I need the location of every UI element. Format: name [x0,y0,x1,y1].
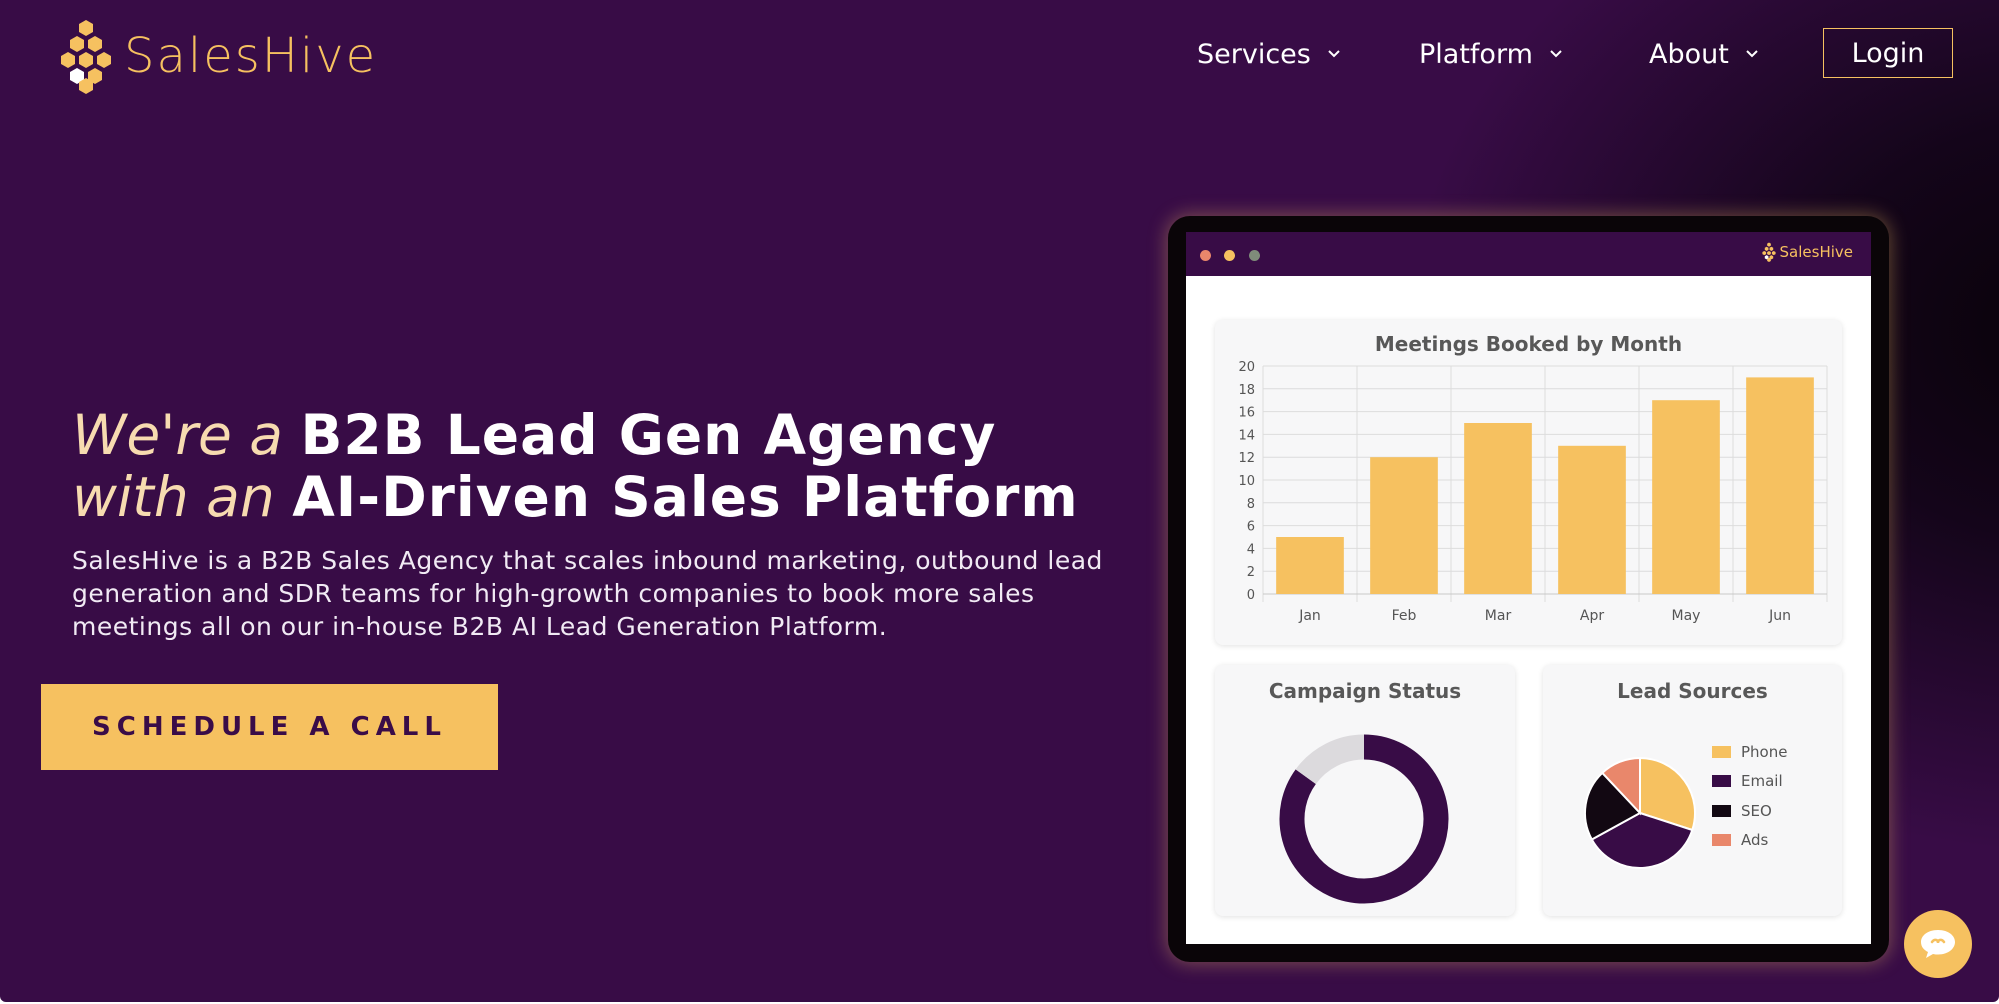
legend-label: Email [1741,772,1783,791]
chevron-down-icon [1328,50,1340,58]
login-button[interactable]: Login [1823,28,1953,78]
y-tick-label: 2 [1247,565,1255,580]
y-tick-label: 16 [1238,406,1255,421]
bar-jun [1746,377,1814,594]
window-dot-yellow [1224,250,1235,261]
legend-item-ads: Ads [1712,826,1787,856]
schedule-call-button[interactable]: SCHEDULE A CALL [41,684,498,770]
dashboard-logo: SalesHive [1761,242,1853,262]
nav-about[interactable]: About [1649,30,1759,78]
bar-apr [1558,445,1626,594]
y-tick-label: 14 [1238,428,1255,443]
pie-slice-ads [1600,756,1641,816]
x-tick-label: Jan [1298,608,1321,624]
meetings-chart-card: Meetings Booked by Month 0 2 4 6 8 10 12 14 16 18… [1215,320,1842,645]
nav-about-label: About [1649,38,1729,70]
headline-line-2-bold: AI-Driven Sales Platform [292,465,1079,529]
bar-may [1652,400,1720,594]
lead-sources-title: Lead Sources [1617,679,1768,703]
window-titlebar: SalesHive [1186,232,1871,276]
dashboard-screen: SalesHive Meetings Booked by Month 0 2 4 6 8… [1186,232,1871,944]
nav-services[interactable]: Services [1197,30,1341,78]
hero-description: SalesHive is a B2B Sales Agency that sca… [72,546,1103,641]
donut-segment-1 [1295,734,1365,785]
x-tick-label: Jun [1768,608,1791,624]
headline-line-1: We're a B2B Lead Gen Agency [72,404,1152,466]
bar-feb [1370,457,1438,594]
lead-sources-pie [1584,756,1696,869]
meetings-bar-chart: 0 2 4 6 8 10 12 14 16 18 20 Jan Feb Mar Apr May Jun [1238,360,1828,624]
honeycomb-icon [61,20,111,94]
honeycomb-icon [1761,242,1776,262]
nav-services-label: Services [1197,38,1311,70]
chat-widget-button[interactable] [1904,910,1972,978]
x-tick-label: Feb [1392,608,1417,624]
y-tick-label: 4 [1247,542,1255,557]
bar-jan [1276,537,1344,594]
campaign-status-card: Campaign Status [1215,665,1515,916]
legend-label: Phone [1741,742,1788,761]
y-tick-label: 18 [1238,383,1255,398]
headline-line-1-bold: B2B Lead Gen Agency [300,403,997,467]
y-tick-label: 8 [1247,497,1255,512]
campaign-status-donut [1279,734,1449,904]
campaign-status-title: Campaign Status [1268,679,1462,703]
legend-swatch [1712,745,1731,758]
x-tick-label: Mar [1485,608,1512,624]
lead-sources-legend: Phone Email SEO Ads [1712,737,1787,855]
donut-segment-0 [1279,734,1449,904]
y-tick-label: 10 [1238,474,1255,489]
meetings-chart-title: Meetings Booked by Month [1374,332,1683,356]
saleshive-logo[interactable]: SalesHive [60,16,377,96]
nav-platform-label: Platform [1419,38,1533,70]
headline-line-2-light: with an [72,465,275,529]
x-tick-label: May [1672,608,1701,624]
chevron-down-icon [1746,50,1758,58]
legend-item-phone: Phone [1712,737,1787,767]
y-tick-label: 12 [1238,451,1255,466]
legend-label: SEO [1741,801,1772,820]
legend-swatch [1712,804,1731,817]
legend-swatch [1712,775,1731,788]
dashboard-brand: SalesHive [1779,243,1853,261]
window-dot-red [1200,250,1211,261]
legend-item-email: Email [1712,767,1787,797]
bar-mar [1464,423,1532,594]
dashboard-mockup: SalesHive Meetings Booked by Month 0 2 4 6 8… [1168,216,1889,962]
headline-line-1-light: We're a [72,403,283,467]
chat-bubble-icon [1921,930,1955,958]
legend-item-seo: SEO [1712,796,1787,826]
pie-slice-phone [1639,756,1696,832]
hero-headline: We're a B2B Lead Gen Agency with an AI-D… [72,404,1152,528]
y-tick-label: 0 [1247,588,1255,603]
pie-slice-seo [1584,771,1642,841]
headline-line-2: with an AI-Driven Sales Platform [72,466,1152,528]
window-dot-gray [1249,250,1260,261]
x-tick-label: Apr [1580,608,1604,624]
lead-sources-card: Lead Sources Phone Email SEO [1543,665,1842,916]
chevron-down-icon [1550,50,1562,58]
nav-platform[interactable]: Platform [1419,30,1563,78]
legend-label: Ads [1741,831,1769,850]
y-tick-label: 20 [1238,360,1255,375]
brand-name: SalesHive [124,28,378,84]
y-tick-label: 6 [1247,520,1255,535]
legend-swatch [1712,834,1731,847]
